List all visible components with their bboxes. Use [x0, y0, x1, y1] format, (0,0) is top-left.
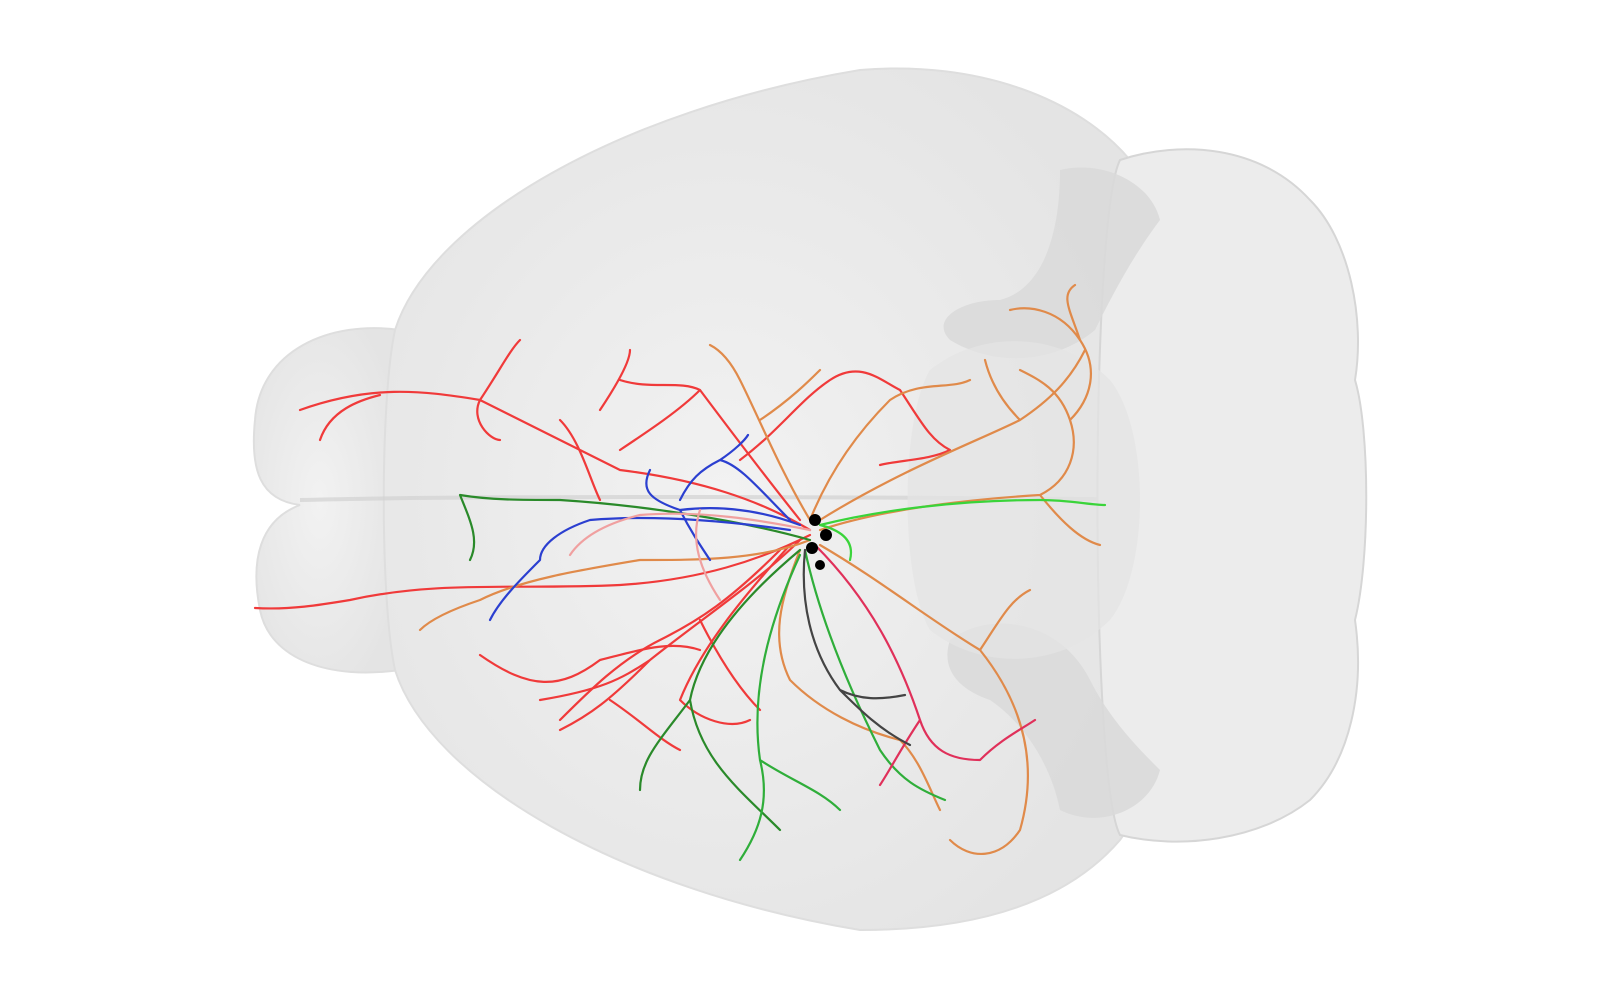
- neuron-pink-1: [568, 508, 812, 602]
- neuron-orange-6: [818, 348, 1087, 522]
- neuron-gray-1: [802, 548, 912, 747]
- soma-3: [806, 542, 818, 554]
- neuron-red-1: [298, 338, 812, 532]
- neuron-green-5: [803, 548, 947, 802]
- neuron-red-3: [538, 538, 802, 752]
- neuron-red-2: [253, 533, 812, 610]
- neuron-blue-3: [488, 516, 792, 622]
- neuron-orange-4: [418, 538, 812, 632]
- neuron-blue-2: [678, 433, 792, 522]
- neuron-orange-3: [708, 343, 972, 522]
- cerebellum: [1096, 148, 1368, 843]
- neuron-orange-1: [818, 283, 1102, 547]
- neuron-red-5: [618, 370, 952, 522]
- midbrain-region-upper: [943, 167, 1160, 359]
- soma-2: [820, 529, 832, 541]
- neuron-red-6: [558, 348, 632, 502]
- neuron-orange-5: [778, 548, 942, 812]
- neuron-green-1: [638, 548, 802, 832]
- soma-cluster: [806, 514, 832, 570]
- neuron-magenta-1: [813, 543, 1037, 787]
- neuron-green-2: [738, 553, 842, 862]
- neuron-red-4: [478, 543, 792, 725]
- neuron-orange-2: [818, 543, 1032, 855]
- neuron-traces: [253, 283, 1107, 862]
- soma-4: [815, 560, 825, 570]
- neuron-red-7: [558, 548, 782, 722]
- neuron-green-3: [458, 493, 812, 562]
- neuron-green-4: [818, 498, 1107, 562]
- midbrain-region-lower: [947, 623, 1160, 818]
- soma-1: [809, 514, 821, 526]
- brain-outline: [252, 67, 1368, 932]
